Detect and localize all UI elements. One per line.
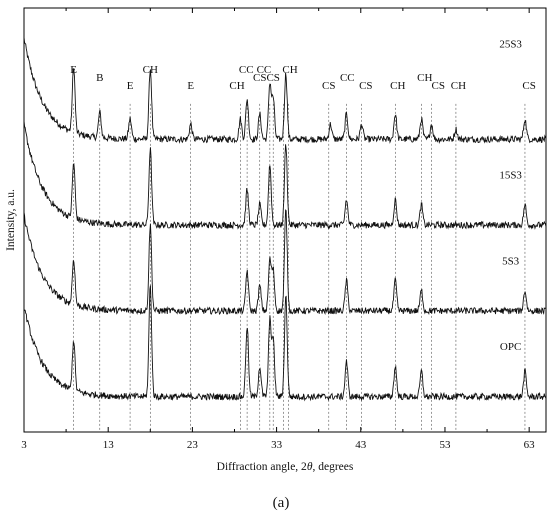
peak-label-8: CC — [257, 64, 272, 76]
x-tick-label-63: 63 — [524, 439, 536, 451]
x-axis-title: Diffraction angle, 2θ, degrees — [217, 461, 354, 473]
x-axis-title-prefix: Diffraction angle, 2 — [217, 461, 307, 473]
series-line-opc — [23, 285, 547, 402]
peak-label-17: CH — [451, 80, 466, 92]
y-axis-title: Intensity, a.u. — [5, 189, 17, 251]
peak-label-5: CH — [229, 80, 244, 92]
peak-label-18: CS — [522, 80, 535, 92]
series-labels: 25S3 15S3 5S3 OPC — [499, 38, 522, 353]
peak-label-0: E — [70, 64, 77, 76]
series-label-15s3: 15S3 — [499, 170, 522, 182]
peak-label-15: CH — [417, 72, 432, 84]
x-axis-title-suffix: , degrees — [312, 461, 353, 473]
peak-label-12: CC — [340, 72, 355, 84]
x-tick-label-3: 3 — [21, 439, 27, 451]
peak-label-3: CH — [143, 64, 158, 76]
x-axis-title-symbol: θ — [307, 461, 313, 473]
series-label-opc: OPC — [500, 341, 521, 353]
peak-label-10: CH — [282, 64, 297, 76]
peak-label-13: CS — [359, 80, 372, 92]
peak-label-9: CS — [266, 72, 279, 84]
peak-label-2: E — [127, 80, 134, 92]
x-tick-label-33: 33 — [271, 439, 283, 451]
x-tick-label-23: 23 — [187, 439, 199, 451]
peak-label-11: CS — [322, 80, 335, 92]
plot-frame — [23, 7, 547, 433]
x-tick-label-43: 43 — [355, 439, 367, 451]
series-group — [23, 37, 547, 402]
x-tick-label-13: 13 — [103, 439, 115, 451]
series-line-5s3 — [23, 209, 547, 316]
peak-label-6: CC — [239, 64, 254, 76]
peak-label-14: CH — [390, 80, 405, 92]
peak-label-4: E — [187, 80, 194, 92]
series-label-25s3: 25S3 — [499, 38, 522, 50]
panel-label: (a) — [273, 495, 290, 511]
x-tick-label-53: 53 — [439, 439, 451, 451]
reference-lines — [73, 103, 526, 432]
peak-label-7: CS — [253, 72, 266, 84]
series-label-5s3: 5S3 — [502, 255, 520, 267]
series-line-25s3 — [23, 37, 547, 144]
peak-label-16: CS — [431, 80, 444, 92]
peak-label-1: B — [96, 72, 103, 84]
x-ticks: 3 13 23 33 43 53 63 — [21, 8, 535, 451]
series-line-15s3 — [23, 121, 547, 230]
